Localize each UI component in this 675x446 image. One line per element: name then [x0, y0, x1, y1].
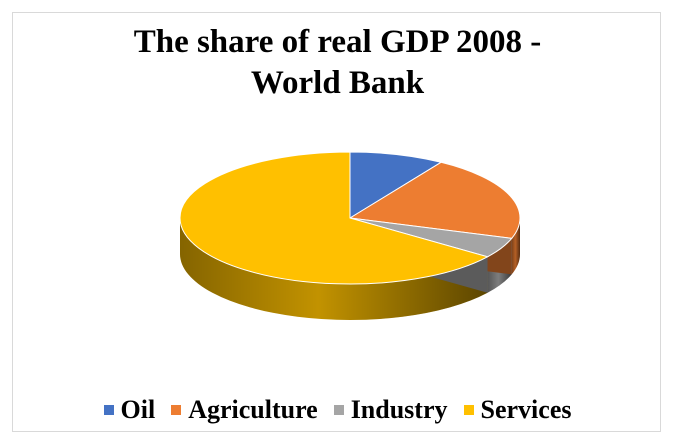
pie-side-agriculture: [511, 218, 520, 275]
chart-title-line-1: The share of real GDP 2008 -: [133, 24, 542, 60]
legend-item-agriculture: Agriculture: [171, 395, 318, 425]
legend-item-services: Services: [463, 395, 572, 425]
legend-label-services: Services: [480, 395, 572, 424]
pie-side-shade-agriculture: [511, 218, 520, 275]
legend-swatch-oil: [103, 405, 114, 415]
pie-slice-agriculture: [348, 161, 521, 239]
legend-swatch-industry: [333, 405, 344, 415]
legend-swatch-agriculture: [171, 405, 182, 415]
legend-item-oil: Oil: [103, 395, 156, 425]
pie-slice-oil: [349, 151, 443, 219]
legend-label-oil: Oil: [120, 395, 156, 424]
legend-item-industry: Industry: [333, 395, 448, 425]
pie-slice-services: [179, 151, 489, 285]
chart-title: The share of real GDP 2008 - World Bank: [0, 22, 675, 104]
pie-side-shade-services: [180, 218, 488, 320]
chart-legend: Oil Agriculture Industry Services: [0, 392, 675, 428]
pie-tops: [179, 151, 521, 285]
legend-swatch-services: [463, 405, 474, 415]
pie-side-services: [180, 218, 488, 320]
chart-title-line-2: World Bank: [250, 65, 425, 101]
legend-label-industry: Industry: [350, 395, 448, 424]
legend-label-agriculture: Agriculture: [188, 395, 318, 424]
